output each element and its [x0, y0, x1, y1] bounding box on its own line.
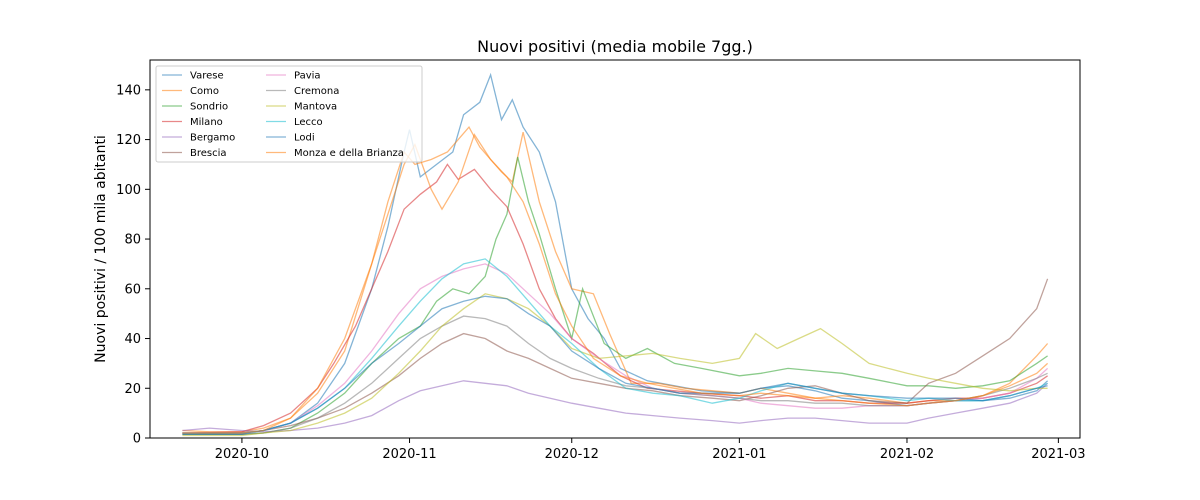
x-tick-label: 2021-02	[880, 447, 934, 462]
legend-label: Lecco	[294, 117, 323, 128]
legend-label: Sondrio	[190, 102, 228, 113]
legend-label: Varese	[190, 71, 224, 82]
legend-label: Mantova	[294, 102, 337, 113]
legend-label: Lodi	[294, 133, 315, 144]
y-axis: 0 20 40 60 80 100 120 140	[116, 83, 150, 447]
y-tick-label: 100	[116, 183, 141, 198]
legend-label: Brescia	[190, 148, 227, 159]
series-line-11	[182, 133, 1049, 434]
chart-title: Nuovi positivi (media mobile 7gg.)	[477, 37, 753, 56]
y-tick-label: 60	[124, 282, 141, 297]
series-line-1	[182, 125, 1049, 433]
legend-label: Pavia	[294, 71, 321, 82]
y-tick-label: 40	[124, 332, 141, 347]
legend-label: Cremona	[294, 86, 339, 97]
legend-label: Monza e della Brianza	[294, 148, 404, 159]
y-tick-label: 20	[124, 382, 141, 397]
x-tick-label: 2021-03	[1031, 447, 1085, 462]
series-line-5	[182, 278, 1049, 434]
series-line-8	[182, 293, 1048, 437]
legend-label: Milano	[190, 117, 223, 128]
legend-label: Como	[190, 86, 219, 97]
series-line-3	[182, 163, 1048, 434]
x-tick-label: 2021-01	[712, 447, 766, 462]
legend: Varese Como Sondrio Milano Bergamo Brescia Pav…	[155, 65, 423, 163]
series-line-9	[182, 258, 1048, 434]
plot-lines	[182, 72, 1049, 437]
legend-box	[155, 65, 423, 163]
legend-label: Bergamo	[190, 133, 235, 144]
y-tick-label: 120	[116, 133, 141, 148]
x-tick-label: 2020-12	[545, 447, 599, 462]
y-axis-label: Nuovi positivi / 100 mila abitanti	[93, 135, 109, 363]
x-tick-label: 2020-10	[215, 447, 269, 462]
series-line-4	[182, 380, 1049, 433]
plot-frame	[149, 59, 1081, 439]
y-tick-label: 0	[133, 432, 141, 447]
y-tick-label: 80	[124, 233, 141, 248]
x-axis: 2020-10 2020-11 2020-12 2021-01 2021-02 2021-…	[215, 438, 1086, 462]
x-tick-label: 2020-11	[382, 447, 436, 462]
series-line-10	[182, 295, 1048, 435]
y-tick-label: 140	[116, 83, 141, 98]
